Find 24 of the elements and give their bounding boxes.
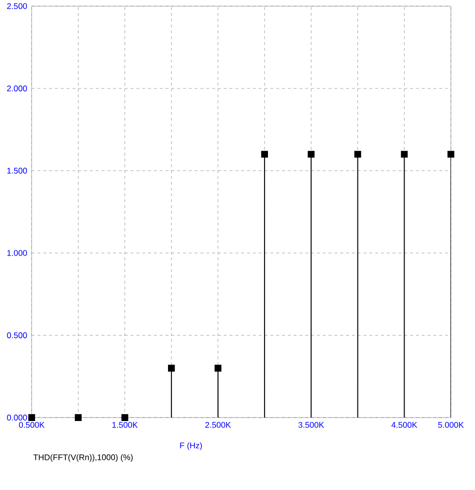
y-tick-label: 1.500 xyxy=(7,168,27,174)
point xyxy=(28,414,35,421)
point xyxy=(260,150,268,158)
x-axis-title: F (Hz) xyxy=(180,442,202,450)
x-tick-label: 3.500K xyxy=(298,422,324,428)
point xyxy=(121,414,128,421)
point xyxy=(214,364,222,372)
x-tick-label: 2.500K xyxy=(205,422,231,428)
x-tick-label: 4.500K xyxy=(391,422,417,428)
point xyxy=(308,150,314,158)
point xyxy=(447,150,454,158)
point xyxy=(74,414,82,421)
y-tick-label: 2.000 xyxy=(6,86,27,92)
text: THD(FFT(V(Rn)),1000) (%) xyxy=(33,454,132,462)
x-tick-label: 0.500K xyxy=(18,422,44,428)
y-tick-label: 0.000 xyxy=(6,414,27,420)
y-tick-label: 1.000 xyxy=(7,250,27,256)
x-tick-label: 5.000K xyxy=(438,422,464,428)
point xyxy=(400,150,408,158)
point xyxy=(354,150,361,158)
y-tick-label: 0.500 xyxy=(6,332,27,338)
point xyxy=(168,364,175,372)
y-tick-label: 2.500 xyxy=(6,3,27,10)
x-tick-label: 1.500K xyxy=(112,422,138,428)
